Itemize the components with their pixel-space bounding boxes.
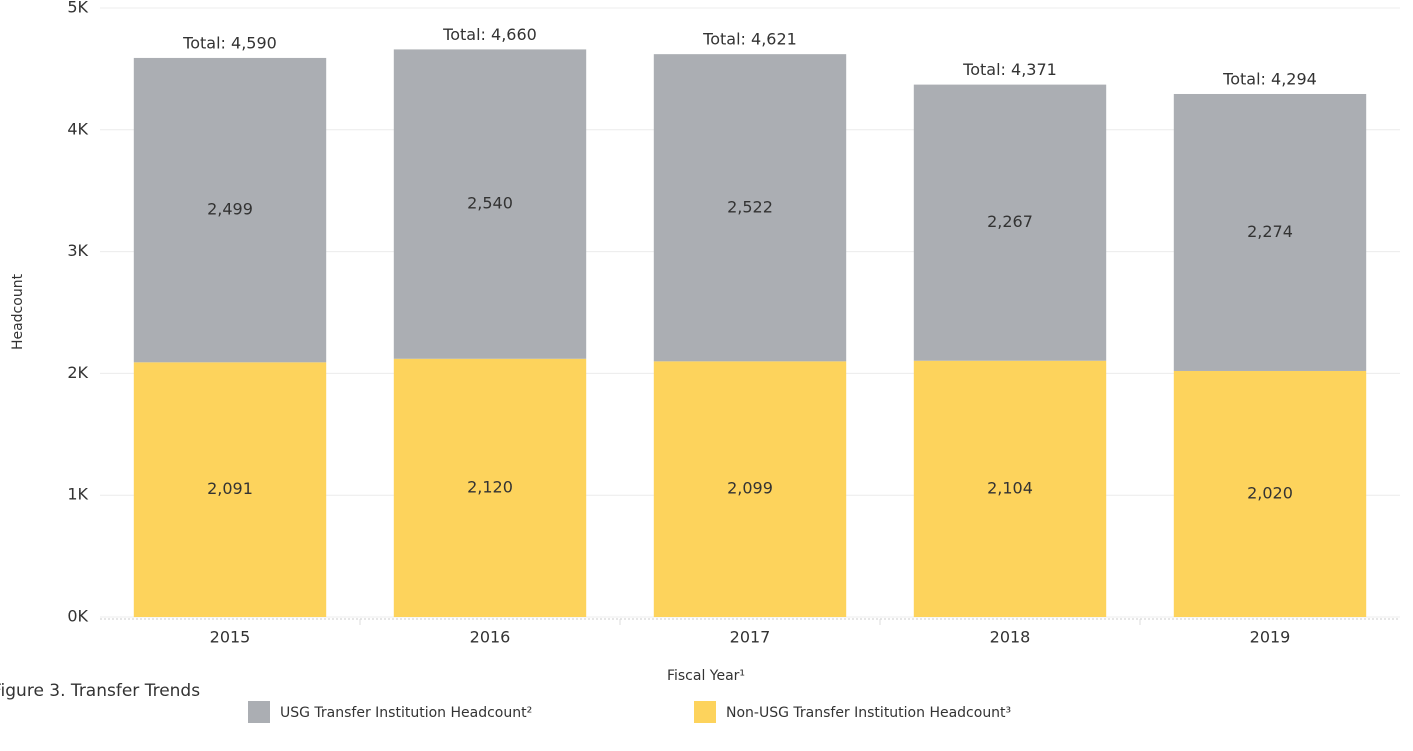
x-tick-label: 2018 xyxy=(990,628,1031,647)
bar-segment xyxy=(393,49,587,359)
value-label: 2,120 xyxy=(467,477,513,496)
value-label: 2,267 xyxy=(987,212,1033,231)
x-tick-label: 2019 xyxy=(1250,628,1291,647)
y-tick-label: 0K xyxy=(67,607,88,626)
x-axis-label: Fiscal Year¹ xyxy=(667,668,745,684)
value-label: 2,274 xyxy=(1247,222,1293,241)
total-label: Total: 4,294 xyxy=(1222,69,1317,88)
bar-segment xyxy=(133,57,327,363)
bar-segment xyxy=(1173,93,1367,371)
legend-label: Non-USG Transfer Institution Headcount³ xyxy=(726,705,1011,721)
caption: Figure 3. Transfer Trends xyxy=(0,681,200,701)
value-label: 2,099 xyxy=(727,479,773,498)
value-label: 2,540 xyxy=(467,194,513,213)
total-label: Total: 4,371 xyxy=(962,60,1057,79)
value-label: 2,499 xyxy=(207,200,253,219)
value-label: 2,020 xyxy=(1247,483,1293,502)
x-tick-label: 2017 xyxy=(730,628,771,647)
bar-segment xyxy=(653,54,847,362)
y-tick-label: 1K xyxy=(67,485,88,504)
y-axis-label: Headcount xyxy=(10,273,26,350)
y-tick-label: 2K xyxy=(67,363,88,382)
value-label: 2,522 xyxy=(727,197,773,216)
total-label: Total: 4,590 xyxy=(182,33,277,52)
total-label: Total: 4,621 xyxy=(702,30,797,49)
legend-label: USG Transfer Institution Headcount² xyxy=(280,705,532,721)
value-label: 2,091 xyxy=(207,479,253,498)
bar-segment xyxy=(913,360,1107,617)
y-tick-label: 3K xyxy=(67,241,88,260)
total-label: Total: 4,660 xyxy=(442,25,537,44)
legend-swatch xyxy=(248,701,270,723)
x-tick-label: 2015 xyxy=(210,628,251,647)
legend-swatch xyxy=(694,701,716,723)
y-tick-label: 4K xyxy=(67,119,88,138)
value-label: 2,104 xyxy=(987,478,1033,497)
bar-segment xyxy=(653,361,847,617)
x-tick-label: 2016 xyxy=(470,628,511,647)
bar-segment xyxy=(393,358,587,617)
bar-segment xyxy=(133,362,327,617)
bar-segment xyxy=(1173,370,1367,617)
y-tick-label: 5K xyxy=(67,0,88,17)
bar-segment xyxy=(913,84,1107,361)
